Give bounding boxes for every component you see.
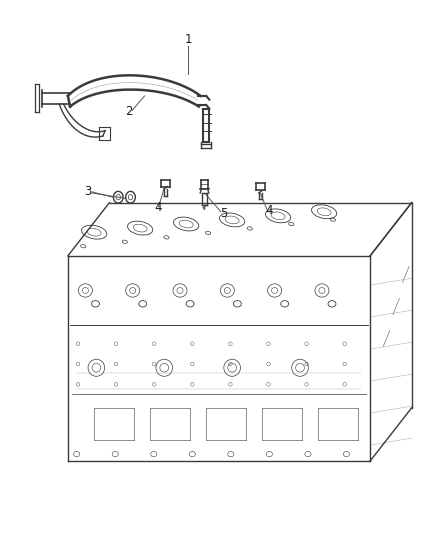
- Text: 1: 1: [184, 34, 192, 46]
- Text: 4: 4: [154, 201, 162, 214]
- Text: 3: 3: [84, 185, 91, 198]
- Text: 5: 5: [220, 207, 227, 220]
- Text: 2: 2: [125, 106, 133, 118]
- Text: 4: 4: [265, 204, 273, 217]
